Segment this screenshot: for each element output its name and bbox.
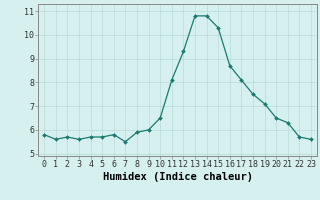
X-axis label: Humidex (Indice chaleur): Humidex (Indice chaleur): [103, 172, 252, 182]
